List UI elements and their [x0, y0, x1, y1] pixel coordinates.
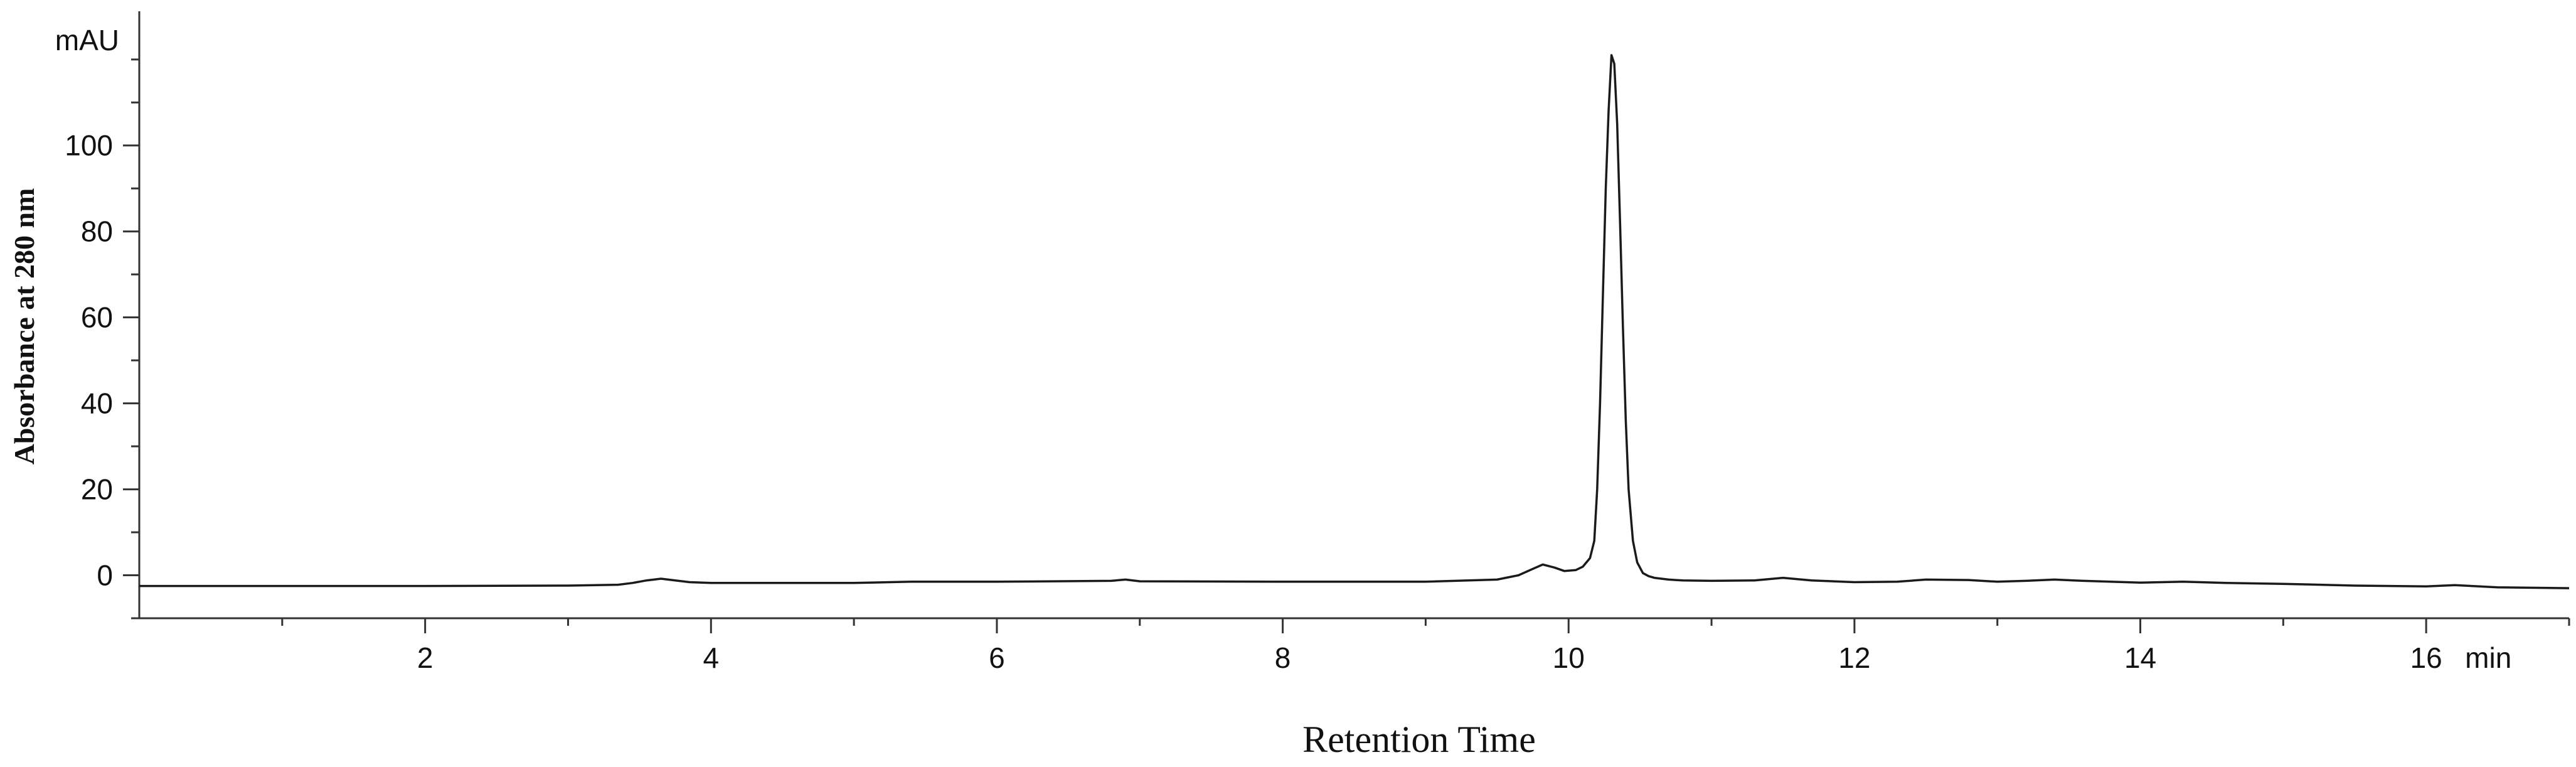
x-tick-label: 10 — [1553, 641, 1585, 674]
y-tick-label: 20 — [81, 473, 113, 506]
x-tick-label: 2 — [417, 641, 434, 674]
y-tick-label: 40 — [81, 387, 113, 420]
y-axis-title: Absorbance at 280 nm — [8, 188, 40, 465]
y-unit-label: mAU — [55, 24, 119, 56]
x-unit-label: min — [2465, 641, 2511, 674]
y-tick-label: 80 — [81, 215, 113, 248]
x-tick-label: 16 — [2410, 641, 2442, 674]
x-tick-label: 12 — [1838, 641, 1870, 674]
x-tick-label: 4 — [703, 641, 719, 674]
y-tick-label: 0 — [97, 559, 113, 592]
x-axis-title: Retention Time — [1302, 719, 1536, 760]
x-tick-label: 6 — [989, 641, 1005, 674]
y-axis-ticks: 0 20 40 60 80 100 — [65, 58, 139, 620]
chromatogram-trace — [139, 54, 2570, 589]
x-axis-ticks: 2 4 6 8 10 12 14 16 — [281, 618, 2570, 674]
x-tick-label: 8 — [1275, 641, 1291, 674]
x-tick-label: 14 — [2124, 641, 2156, 674]
y-tick-label: 100 — [65, 129, 113, 162]
y-tick-label: 60 — [81, 301, 113, 334]
